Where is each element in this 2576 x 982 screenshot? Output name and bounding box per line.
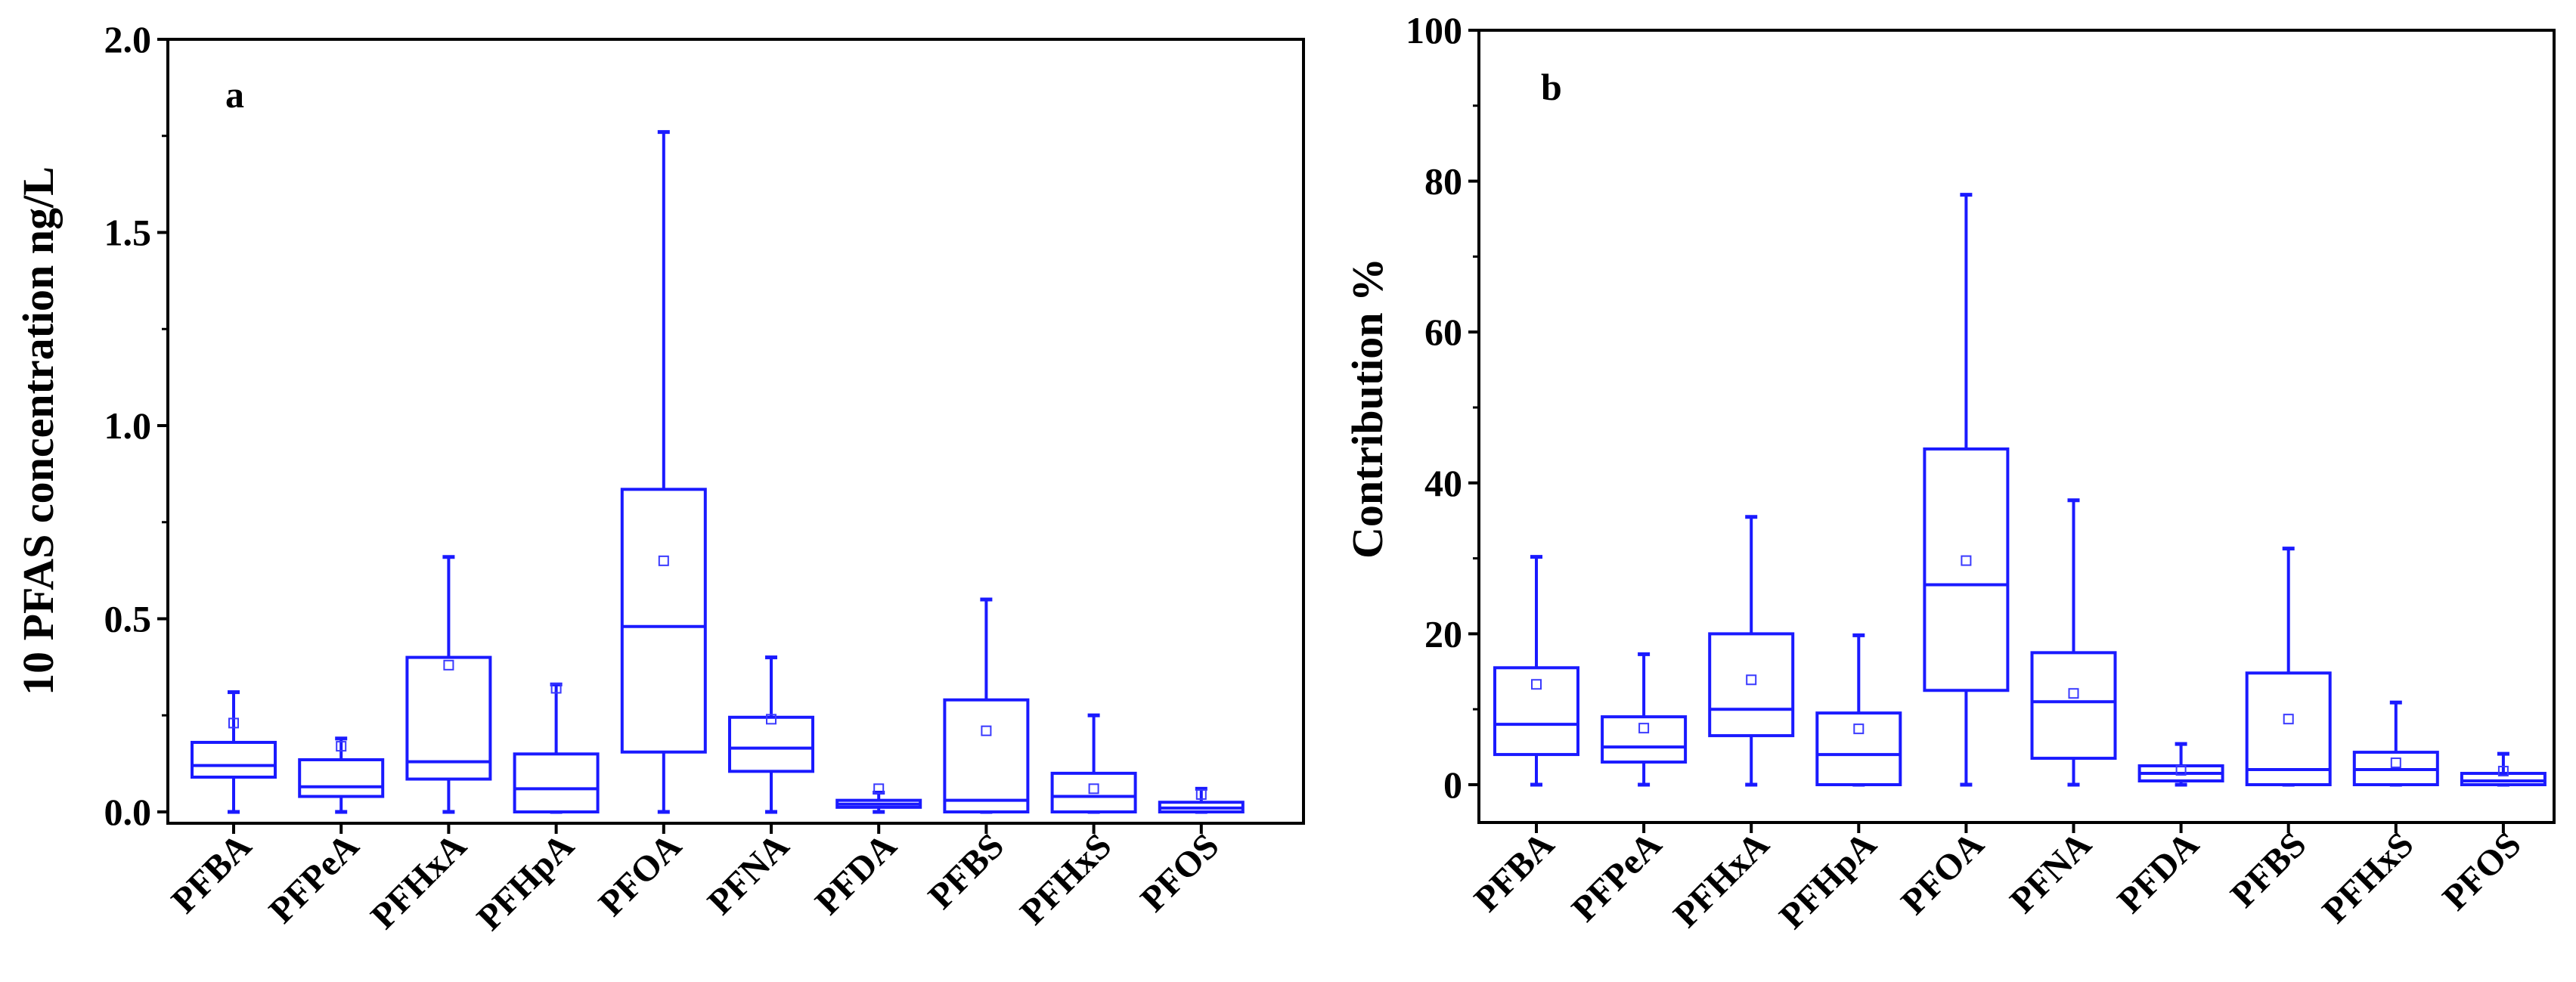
panel-b-box-1	[1601, 652, 1688, 787]
panel-a-category-label-6: PFDA	[808, 826, 904, 922]
mean-marker	[1088, 783, 1099, 795]
panel-b-box-4	[1923, 193, 2010, 787]
panel-a-category-label-0: PFBA	[164, 826, 259, 921]
panel-a-box-7	[943, 597, 1030, 814]
panel-b-category-label-6: PFDA	[2109, 824, 2206, 921]
panel-a-ylabel: 10 PFAS concentration ng/L	[14, 166, 63, 695]
panel-a-category-label-3: PFHpA	[470, 826, 582, 938]
panel-b-box-0	[1493, 555, 1579, 787]
mean-marker	[1195, 789, 1207, 801]
panel-a-letter: a	[225, 73, 244, 116]
panel-b-box-2	[1708, 515, 1795, 787]
iqr-box	[513, 752, 600, 813]
panel-a-box-6	[835, 783, 922, 814]
panel-b-frame	[1477, 29, 2556, 824]
panel-b-category-label-8: PFHxS	[2314, 824, 2421, 931]
iqr-box	[2030, 651, 2117, 761]
panel-a-category-label-4: PFOA	[591, 826, 690, 924]
mean-marker	[2283, 714, 2294, 725]
iqr-box	[620, 488, 707, 754]
panel-b-category-label-2: PFHxA	[1666, 824, 1777, 935]
panel-a-box-0	[191, 690, 277, 814]
panel-b-category-label-3: PFHpA	[1772, 824, 1884, 937]
panel-b-category-label-5: PFNA	[2002, 824, 2099, 921]
panel-b-ytick-label-0: 0	[1443, 764, 1462, 806]
panel-b-ytick-label-4: 80	[1424, 160, 1462, 203]
panel-a-ytick-label-3: 1.5	[104, 212, 152, 254]
mean-marker	[1746, 674, 1757, 686]
panel-b-category-label-9: PFOS	[2435, 824, 2528, 918]
mean-marker	[658, 555, 669, 566]
panel-b-ytick-label-5: 100	[1406, 9, 1462, 51]
panel-b-category-label-7: PFBS	[2223, 824, 2314, 915]
mean-marker	[1638, 723, 1650, 734]
mean-marker	[981, 725, 992, 736]
panel-b-boxes	[1493, 193, 2547, 787]
panel-a-category-label-5: PFNA	[700, 826, 797, 922]
iqr-box	[405, 655, 492, 781]
panel-b-box-3	[1815, 633, 1902, 787]
iqr-box	[1493, 666, 1579, 757]
iqr-box	[2245, 671, 2332, 787]
mean-marker	[1961, 555, 1972, 566]
mean-marker	[2068, 688, 2079, 699]
panel-a-box-3	[513, 682, 600, 814]
iqr-box	[1923, 447, 2010, 692]
panel-a-ytick-label-2: 1.0	[104, 404, 152, 447]
panel-a-category-label-2: PFHxA	[363, 826, 474, 937]
panel-a-box-2	[405, 555, 492, 814]
panel-a-category-label-1: PFPeA	[262, 826, 367, 931]
panel-a-boxes	[191, 130, 1245, 814]
panel-b-category-label-0: PFBA	[1467, 824, 1562, 919]
panel-b-ylabel: Contribution %	[1343, 258, 1392, 559]
mean-marker	[228, 717, 239, 729]
panel-a-box-9	[1158, 786, 1245, 814]
panel-b-letter: b	[1541, 66, 1562, 108]
panel-b-box-9	[2460, 751, 2547, 787]
panel-b-ytick-label-3: 60	[1424, 311, 1462, 353]
mean-marker	[873, 783, 885, 795]
mean-marker	[336, 741, 347, 752]
panel-a: a 10 PFAS concentration ng/L 0.0 0.5 1.0 1.…	[14, 18, 1305, 938]
iqr-box	[943, 698, 1030, 813]
mean-marker	[2390, 757, 2401, 769]
panel-b-yaxis: 0 20 40 60 80 100	[1406, 9, 1479, 806]
panel-b-box-7	[2245, 547, 2332, 787]
panel-a-ytick-label-1: 0.5	[104, 598, 152, 640]
iqr-box	[298, 758, 385, 798]
panel-a-category-label-8: PFHxS	[1012, 826, 1119, 932]
panel-a-ytick-label-4: 2.0	[104, 18, 152, 60]
panel-b-ytick-label-1: 20	[1424, 612, 1462, 655]
panel-a-box-4	[620, 130, 707, 814]
panel-a-yaxis: 0.0 0.5 1.0 1.5 2.0	[104, 18, 168, 833]
panel-a-box-5	[728, 655, 814, 814]
panel-b-box-6	[2137, 742, 2224, 787]
panel-b-category-label-1: PFPeA	[1564, 824, 1669, 929]
panel-b-box-5	[2030, 498, 2117, 787]
mean-marker	[766, 714, 777, 725]
mean-marker	[2175, 765, 2187, 776]
panel-a-ytick-label-0: 0.0	[104, 791, 152, 833]
panel-b-box-8	[2352, 700, 2439, 787]
mean-marker	[550, 683, 562, 694]
panel-a-category-label-9: PFOS	[1133, 826, 1226, 919]
mean-marker	[1531, 679, 1542, 690]
mean-marker	[443, 659, 454, 671]
iqr-box	[191, 741, 277, 779]
panel-a-frame	[166, 38, 1305, 825]
iqr-box	[1601, 715, 1688, 764]
mean-marker	[2497, 766, 2509, 777]
mean-marker	[1853, 723, 1865, 735]
iqr-box	[728, 715, 814, 773]
panel-b-category-label-4: PFOA	[1893, 824, 1992, 922]
panel-b-ytick-label-2: 40	[1424, 462, 1462, 504]
panel-a-category-label-7: PFBS	[921, 826, 1012, 916]
panel-a-box-8	[1050, 713, 1137, 814]
panel-a-box-1	[298, 736, 385, 814]
